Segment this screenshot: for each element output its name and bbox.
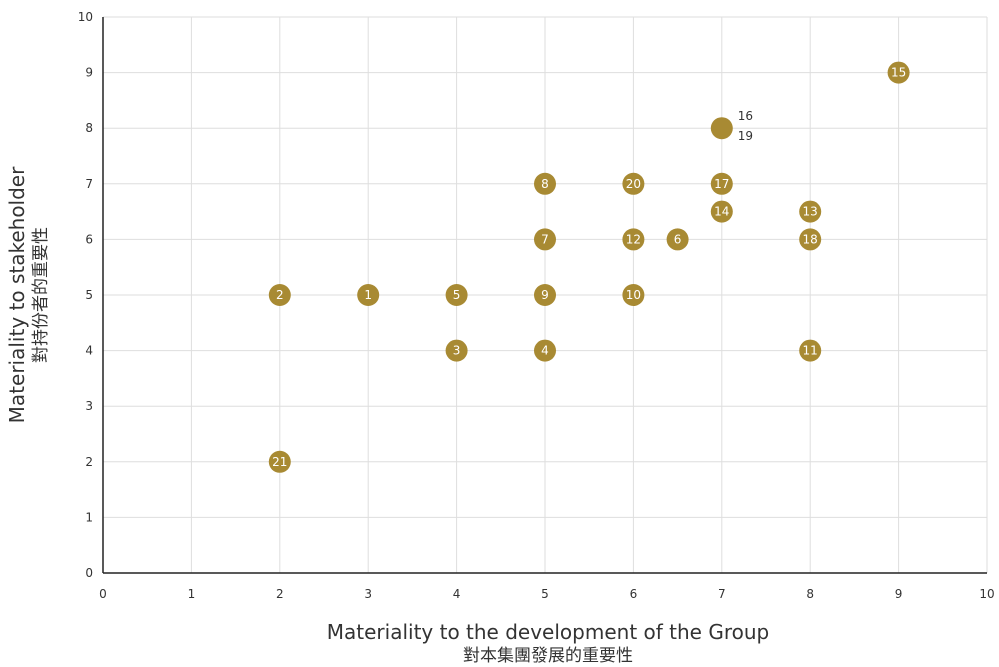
y-tick-label: 6: [85, 232, 93, 246]
data-point-label: 17: [714, 177, 729, 191]
y-tick-label: 7: [85, 177, 93, 191]
x-tick-labels: 0 1 2 3 4 5 6 7 8 9 10: [99, 587, 994, 601]
data-point-marker: [534, 172, 556, 195]
data-point-label: 12: [626, 232, 641, 246]
data-point-marker: [357, 284, 380, 306]
data-point-marker: [710, 200, 733, 223]
data-point-label: 14: [714, 205, 729, 219]
y-axis-title: Materiality to stakeholder: [5, 166, 29, 423]
x-axis-title: Materiality to the development of the Gr…: [327, 620, 769, 644]
x-tick-label: 2: [276, 587, 284, 601]
data-point-label: 6: [674, 232, 682, 246]
x-tick-label: 5: [541, 587, 549, 601]
y-tick-label: 9: [85, 66, 93, 80]
y-tick-labels: 0 1 2 3 4 5 6 7 8 9 10: [78, 10, 93, 580]
data-point-label: 19: [738, 129, 753, 143]
data-point-marker: [799, 228, 822, 251]
data-point-label: 8: [541, 177, 549, 191]
data-point-label: 18: [803, 232, 818, 246]
data-point-label: 21: [272, 455, 287, 469]
y-axis-title-cn: 對持份者的重要性: [31, 227, 51, 363]
data-point-marker: [887, 61, 910, 84]
x-axis-title-cn: 對本集團發展的重要性: [463, 646, 633, 666]
data-point-marker: [445, 284, 468, 306]
data-point-marker: [445, 339, 468, 362]
data-point-marker: [710, 172, 733, 195]
data-point-marker: [799, 339, 822, 362]
data-point-marker: [799, 200, 822, 223]
data-point-label: 5: [453, 288, 461, 302]
x-tick-label: 0: [99, 587, 107, 601]
data-point-marker: [268, 284, 291, 306]
data-point-marker: [666, 228, 689, 251]
data-point-label: 9: [541, 288, 549, 302]
y-tick-label: 3: [85, 399, 93, 413]
x-tick-label: 3: [364, 587, 372, 601]
x-tick-label: 10: [979, 587, 994, 601]
x-tick-label: 6: [630, 587, 638, 601]
data-point-marker: [622, 284, 645, 306]
data-point-label: 20: [626, 177, 641, 191]
data-point-label: 13: [803, 205, 818, 219]
data-point-marker: [710, 117, 733, 140]
data-point-label: 7: [541, 232, 549, 246]
data-point-label: 10: [626, 288, 641, 302]
x-tick-label: 7: [718, 587, 726, 601]
y-tick-label: 10: [78, 10, 93, 24]
data-point-marker: [622, 172, 645, 195]
data-point-label: 4: [541, 344, 549, 358]
data-point-marker: [534, 228, 556, 251]
data-point-label: 1: [364, 288, 372, 302]
y-tick-label: 0: [85, 566, 93, 580]
data-point-marker: [622, 228, 645, 251]
x-tick-label: 1: [188, 587, 196, 601]
y-tick-label: 2: [85, 455, 93, 469]
data-point-label: 15: [891, 66, 906, 80]
data-point-label: 3: [453, 344, 461, 358]
x-tick-label: 9: [895, 587, 903, 601]
y-tick-label: 5: [85, 288, 93, 302]
data-point-label: 11: [803, 344, 818, 358]
y-tick-label: 1: [85, 510, 93, 524]
y-tick-label: 8: [85, 121, 93, 135]
x-tick-label: 8: [806, 587, 814, 601]
axes: [102, 17, 987, 574]
data-point-label: 16: [738, 109, 753, 123]
data-point-marker: [534, 339, 556, 362]
data-point-marker: [268, 450, 291, 473]
x-tick-label: 4: [453, 587, 461, 601]
data-point-marker: [534, 284, 556, 306]
data-point-label: 2: [276, 288, 284, 302]
y-tick-label: 4: [85, 344, 93, 358]
